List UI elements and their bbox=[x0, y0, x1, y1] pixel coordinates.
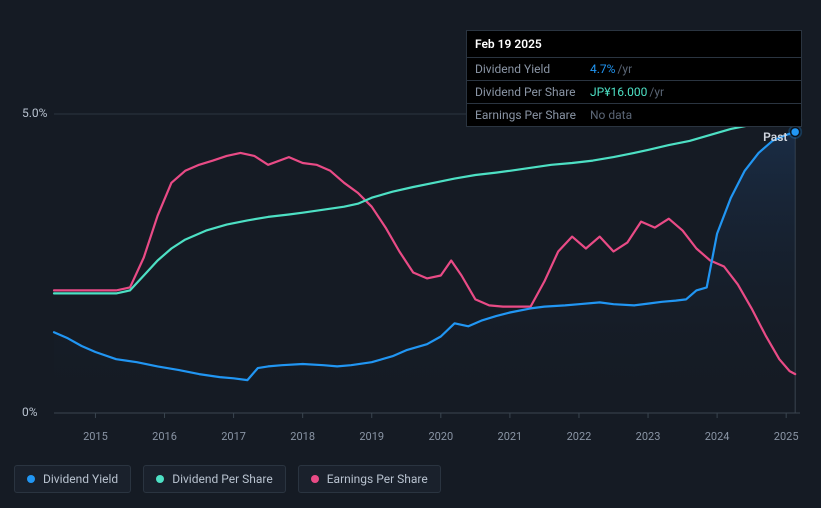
legend-label: Dividend Yield bbox=[43, 472, 118, 486]
tooltip-panel: Feb 19 2025 Dividend Yield4.7%/yrDividen… bbox=[466, 30, 802, 127]
x-tick-label: 2022 bbox=[567, 430, 592, 443]
tooltip-row-label: Dividend Yield bbox=[475, 62, 590, 76]
tooltip-row: Earnings Per ShareNo data bbox=[467, 104, 801, 126]
legend-item-dividend-yield[interactable]: Dividend Yield bbox=[14, 465, 131, 493]
tooltip-row-value: JP¥16.000 bbox=[590, 85, 647, 99]
tooltip-row: Dividend Yield4.7%/yr bbox=[467, 58, 801, 81]
x-tick-label: 2017 bbox=[221, 430, 246, 443]
legend: Dividend Yield Dividend Per Share Earnin… bbox=[14, 465, 441, 493]
legend-label: Dividend Per Share bbox=[172, 472, 273, 486]
tooltip-row-suffix: /yr bbox=[649, 85, 664, 99]
x-tick-label: 2015 bbox=[83, 430, 108, 443]
past-label: Past bbox=[763, 130, 787, 144]
legend-dot-icon bbox=[311, 475, 319, 483]
x-tick-label: 2024 bbox=[705, 430, 730, 443]
legend-dot-icon bbox=[156, 475, 164, 483]
legend-dot-icon bbox=[27, 475, 35, 483]
tooltip-date: Feb 19 2025 bbox=[467, 31, 801, 58]
x-tick-label: 2019 bbox=[359, 430, 384, 443]
x-tick-label: 2020 bbox=[428, 430, 453, 443]
tooltip-row-value: No data bbox=[590, 108, 632, 122]
legend-item-dividend-per-share[interactable]: Dividend Per Share bbox=[143, 465, 286, 493]
y-tick-max: 5.0% bbox=[22, 106, 47, 120]
legend-label: Earnings Per Share bbox=[327, 472, 428, 486]
x-tick-label: 2023 bbox=[636, 430, 661, 443]
x-tick-label: 2018 bbox=[290, 430, 315, 443]
x-tick-label: 2016 bbox=[152, 430, 177, 443]
tooltip-row-value: 4.7% bbox=[590, 62, 615, 76]
tooltip-row: Dividend Per ShareJP¥16.000/yr bbox=[467, 81, 801, 104]
tooltip-row-suffix: /yr bbox=[617, 62, 632, 76]
y-tick-min: 0% bbox=[22, 405, 38, 419]
tooltip-row-label: Dividend Per Share bbox=[475, 85, 590, 99]
tooltip-row-label: Earnings Per Share bbox=[475, 108, 590, 122]
x-tick-label: 2025 bbox=[774, 430, 799, 443]
legend-item-earnings-per-share[interactable]: Earnings Per Share bbox=[298, 465, 441, 493]
x-tick-label: 2021 bbox=[498, 430, 523, 443]
